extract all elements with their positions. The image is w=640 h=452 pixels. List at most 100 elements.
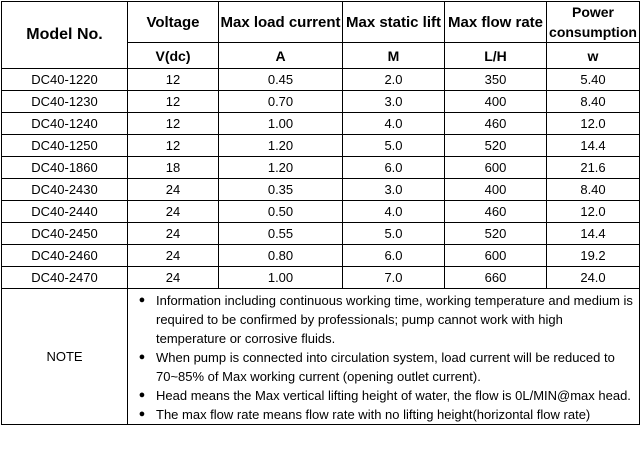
table-row: DC40-1230 12 0.70 3.0 400 8.40 bbox=[1, 90, 640, 113]
cell-lift: 4.0 bbox=[342, 112, 445, 135]
note-text: Head means the Max vertical lifting heig… bbox=[156, 388, 631, 403]
cell-current: 1.00 bbox=[218, 112, 343, 135]
bullet-icon: ● bbox=[138, 408, 146, 420]
cell-lift: 2.0 bbox=[342, 68, 445, 91]
cell-flow: 400 bbox=[444, 178, 547, 201]
cell-power: 8.40 bbox=[546, 90, 640, 113]
cell-flow: 600 bbox=[444, 156, 547, 179]
cell-current: 0.35 bbox=[218, 178, 343, 201]
cell-current: 1.20 bbox=[218, 156, 343, 179]
cell-model: DC40-1220 bbox=[1, 68, 128, 91]
cell-lift: 5.0 bbox=[342, 134, 445, 157]
cell-lift: 6.0 bbox=[342, 244, 445, 267]
table-row: DC40-2430 24 0.35 3.0 400 8.40 bbox=[1, 178, 640, 201]
cell-lift: 7.0 bbox=[342, 266, 445, 289]
unit-voltage: V(dc) bbox=[127, 42, 219, 69]
table-row: DC40-2440 24 0.50 4.0 460 12.0 bbox=[1, 200, 640, 223]
cell-model: DC40-2450 bbox=[1, 222, 128, 245]
cell-lift: 3.0 bbox=[342, 90, 445, 113]
cell-model: DC40-1240 bbox=[1, 112, 128, 135]
unit-flow-rate: L/H bbox=[444, 42, 547, 69]
cell-voltage: 18 bbox=[127, 156, 219, 179]
cell-flow: 460 bbox=[444, 200, 547, 223]
cell-model: DC40-2470 bbox=[1, 266, 128, 289]
cell-power: 21.6 bbox=[546, 156, 640, 179]
cell-lift: 3.0 bbox=[342, 178, 445, 201]
table-row: DC40-1240 12 1.00 4.0 460 12.0 bbox=[1, 112, 640, 135]
cell-voltage: 24 bbox=[127, 200, 219, 223]
cell-power: 19.2 bbox=[546, 244, 640, 267]
header-voltage: Voltage bbox=[127, 1, 219, 43]
header-power: Power consumption bbox=[546, 1, 640, 43]
note-row: NOTE ● Information including continuous w… bbox=[1, 288, 640, 425]
header-flow-rate: Max flow rate bbox=[444, 1, 547, 43]
note-list: ● Information including continuous workin… bbox=[127, 288, 640, 425]
unit-row: V(dc) A M L/H w bbox=[2, 42, 640, 69]
cell-current: 1.00 bbox=[218, 266, 343, 289]
cell-voltage: 24 bbox=[127, 266, 219, 289]
note-item: ● The max flow rate means flow rate with … bbox=[129, 405, 636, 424]
cell-current: 0.45 bbox=[218, 68, 343, 91]
table-row: DC40-1220 12 0.45 2.0 350 5.40 bbox=[1, 68, 640, 91]
cell-flow: 400 bbox=[444, 90, 547, 113]
cell-power: 14.4 bbox=[546, 222, 640, 245]
unit-static-lift: M bbox=[342, 42, 445, 69]
unit-load-current: A bbox=[218, 42, 343, 69]
cell-power: 14.4 bbox=[546, 134, 640, 157]
cell-lift: 4.0 bbox=[342, 200, 445, 223]
cell-flow: 600 bbox=[444, 244, 547, 267]
cell-flow: 520 bbox=[444, 222, 547, 245]
note-item: ● When pump is connected into circulation… bbox=[129, 348, 636, 386]
note-text: Information including continuous working… bbox=[156, 293, 633, 346]
bullet-icon: ● bbox=[138, 351, 146, 363]
table-row: DC40-2470 24 1.00 7.0 660 24.0 bbox=[1, 266, 640, 289]
unit-power: w bbox=[546, 42, 640, 69]
cell-flow: 350 bbox=[444, 68, 547, 91]
table-row: DC40-2460 24 0.80 6.0 600 19.2 bbox=[1, 244, 640, 267]
cell-flow: 460 bbox=[444, 112, 547, 135]
cell-power: 12.0 bbox=[546, 200, 640, 223]
cell-model: DC40-1250 bbox=[1, 134, 128, 157]
table-row: DC40-1250 12 1.20 5.0 520 14.4 bbox=[1, 134, 640, 157]
cell-voltage: 12 bbox=[127, 112, 219, 135]
cell-power: 12.0 bbox=[546, 112, 640, 135]
cell-voltage: 12 bbox=[127, 134, 219, 157]
cell-model: DC40-1860 bbox=[1, 156, 128, 179]
cell-current: 0.70 bbox=[218, 90, 343, 113]
note-text: When pump is connected into circulation … bbox=[156, 350, 615, 384]
header-static-lift: Max static lift bbox=[342, 1, 445, 43]
cell-lift: 5.0 bbox=[342, 222, 445, 245]
data-body: DC40-1220 12 0.45 2.0 350 5.40 DC40-1230 12 0.70… bbox=[1, 68, 640, 289]
cell-voltage: 12 bbox=[127, 68, 219, 91]
bullet-icon: ● bbox=[138, 294, 146, 306]
cell-flow: 660 bbox=[444, 266, 547, 289]
note-label: NOTE bbox=[1, 288, 128, 425]
cell-current: 1.20 bbox=[218, 134, 343, 157]
cell-voltage: 12 bbox=[127, 90, 219, 113]
cell-model: DC40-2460 bbox=[1, 244, 128, 267]
cell-voltage: 24 bbox=[127, 244, 219, 267]
header-load-current: Max load current bbox=[218, 1, 343, 43]
cell-power: 24.0 bbox=[546, 266, 640, 289]
table-row: DC40-2450 24 0.55 5.0 520 14.4 bbox=[1, 222, 640, 245]
cell-current: 0.50 bbox=[218, 200, 343, 223]
cell-model: DC40-1230 bbox=[1, 90, 128, 113]
cell-voltage: 24 bbox=[127, 178, 219, 201]
note-text: The max flow rate means flow rate with n… bbox=[156, 407, 591, 422]
header-model: Model No. bbox=[1, 1, 128, 69]
note-item: ● Information including continuous workin… bbox=[129, 291, 636, 348]
table-row: DC40-1860 18 1.20 6.0 600 21.6 bbox=[1, 156, 640, 179]
pump-spec-table: Model No. Voltage Max load current Max s… bbox=[1, 1, 640, 425]
cell-current: 0.80 bbox=[218, 244, 343, 267]
cell-lift: 6.0 bbox=[342, 156, 445, 179]
cell-power: 5.40 bbox=[546, 68, 640, 91]
bullet-icon: ● bbox=[138, 389, 146, 401]
header-row: Model No. Voltage Max load current Max s… bbox=[1, 1, 640, 69]
cell-power: 8.40 bbox=[546, 178, 640, 201]
cell-model: DC40-2440 bbox=[1, 200, 128, 223]
cell-model: DC40-2430 bbox=[1, 178, 128, 201]
cell-flow: 520 bbox=[444, 134, 547, 157]
cell-current: 0.55 bbox=[218, 222, 343, 245]
note-item: ● Head means the Max vertical lifting hei… bbox=[129, 386, 636, 405]
cell-voltage: 24 bbox=[127, 222, 219, 245]
